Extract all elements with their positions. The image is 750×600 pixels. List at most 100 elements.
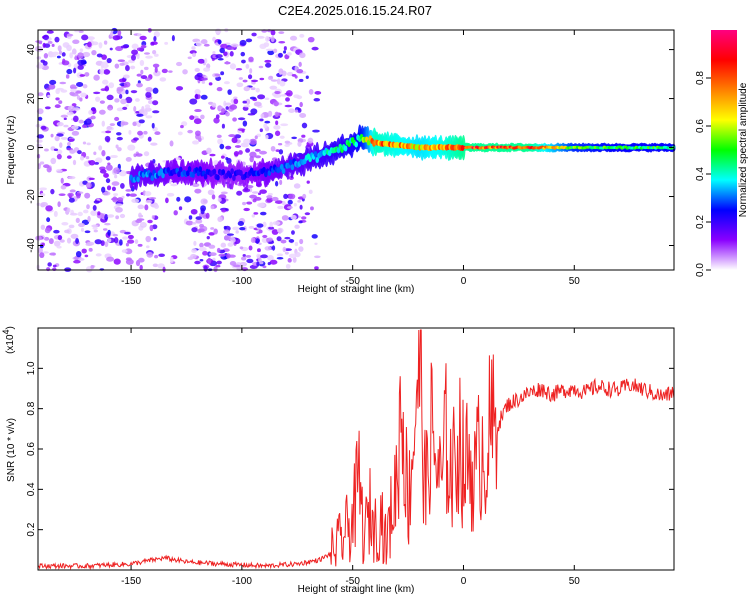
noise-blob [306, 180, 310, 184]
noise-blob [36, 108, 44, 115]
noise-blob [176, 196, 181, 202]
noise-blob [119, 239, 123, 246]
noise-blob [286, 52, 292, 56]
noise-blob [145, 245, 150, 249]
noise-blob [116, 132, 122, 136]
noise-blob [80, 227, 85, 232]
noise-blob [239, 246, 244, 250]
spectrogram-x-ticks: -150 -100 -50 0 50 [121, 30, 580, 287]
noise-blob [263, 123, 268, 129]
noise-blob [47, 41, 53, 44]
noise-blob [145, 235, 152, 243]
noise-blob [205, 212, 210, 219]
noise-blob [66, 155, 72, 159]
noise-blob [48, 238, 54, 245]
noise-blob [218, 253, 226, 257]
noise-blob [139, 35, 147, 41]
noise-blob [106, 126, 114, 131]
noise-blob [267, 255, 274, 261]
spectrogram-y-label: Frequency (Hz) [6, 116, 17, 185]
noise-blob [84, 192, 91, 199]
noise-blob [291, 230, 295, 235]
noise-blob [109, 31, 114, 37]
noise-blob [148, 100, 153, 105]
noise-blob [108, 82, 115, 89]
noise-blob [137, 33, 141, 37]
noise-blob [187, 56, 192, 60]
noise-blob [115, 215, 120, 220]
noise-blob [196, 72, 203, 78]
noise-blob [60, 177, 64, 184]
noise-blob [63, 117, 67, 121]
noise-blob [279, 179, 283, 185]
noise-blob [104, 214, 109, 221]
noise-blob [109, 47, 113, 51]
noise-blob [68, 224, 75, 229]
noise-blob [217, 57, 224, 61]
noise-blob [135, 98, 140, 102]
noise-blob [63, 207, 67, 211]
noise-blob [241, 256, 247, 261]
noise-blob [36, 134, 45, 139]
noise-blob [227, 89, 232, 95]
noise-blob [88, 247, 93, 252]
noise-blob [240, 51, 246, 57]
noise-blob [105, 178, 111, 184]
noise-blob [137, 204, 145, 210]
noise-blob [247, 113, 256, 116]
noise-blob [203, 43, 210, 47]
noise-blob [286, 206, 293, 209]
noise-blob [281, 215, 289, 221]
noise-blob [37, 247, 43, 254]
noise-blob [52, 264, 57, 268]
noise-blob [152, 87, 159, 94]
x-tick-label: 0 [461, 276, 467, 287]
noise-blob [274, 130, 281, 137]
noise-blob [279, 80, 286, 87]
noise-blob [249, 96, 257, 100]
noise-blob [101, 63, 109, 69]
noise-blob [195, 216, 202, 220]
noise-blob [285, 90, 293, 97]
noise-blob [50, 188, 55, 195]
noise-blob [266, 195, 273, 199]
noise-blob [198, 246, 207, 252]
noise-blob [246, 258, 254, 264]
y-tick-label: 0.4 [26, 482, 37, 496]
noise-blob [256, 261, 260, 267]
noise-blob [145, 77, 151, 82]
noise-blob [267, 192, 273, 196]
noise-blob [95, 253, 102, 257]
noise-blob [311, 46, 319, 51]
noise-blob [91, 224, 99, 228]
noise-blob [44, 106, 51, 110]
noise-blob [284, 236, 291, 240]
noise-blob [162, 160, 167, 163]
noise-blob [220, 242, 227, 248]
noise-blob [66, 111, 74, 116]
noise-blob [44, 148, 49, 152]
noise-blob [154, 131, 161, 135]
noise-blob [255, 155, 261, 159]
noise-blob [248, 56, 254, 62]
noise-blob [245, 63, 250, 69]
snr-scale-exponent: 4 [1, 329, 11, 334]
colorbar-tick-label: 0.8 [695, 71, 706, 85]
noise-blob [274, 90, 281, 95]
noise-blob [220, 155, 225, 159]
noise-blob [55, 168, 63, 174]
noise-blob [152, 63, 160, 68]
snr-scale-prefix: (x10 [5, 334, 16, 354]
noise-blob [90, 265, 95, 269]
y-tick-label: 0.2 [26, 522, 37, 536]
noise-blob [77, 64, 84, 70]
noise-blob [36, 202, 41, 206]
noise-blob [144, 191, 152, 197]
noise-blob [294, 109, 299, 113]
noise-blob [229, 51, 234, 57]
signal-core [262, 166, 266, 173]
noise-blob [71, 130, 80, 136]
noise-blob [314, 242, 318, 246]
noise-blob [245, 38, 253, 43]
noise-blob [166, 192, 175, 197]
